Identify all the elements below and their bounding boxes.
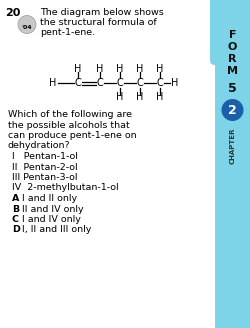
Text: C: C: [12, 215, 19, 224]
Text: C: C: [156, 78, 164, 88]
Text: '04: '04: [22, 25, 32, 30]
Text: I and IV only: I and IV only: [19, 215, 81, 224]
Text: H: H: [156, 92, 164, 102]
Text: H: H: [156, 64, 164, 74]
FancyBboxPatch shape: [210, 0, 250, 65]
Text: can produce pent-1-ene on: can produce pent-1-ene on: [8, 131, 136, 140]
Text: R: R: [228, 54, 237, 64]
Text: III Pentan-3-ol: III Pentan-3-ol: [12, 173, 78, 182]
Text: D: D: [12, 226, 20, 235]
Text: C: C: [74, 78, 82, 88]
Text: B: B: [12, 204, 19, 214]
Text: I   Pentan-1-ol: I Pentan-1-ol: [12, 152, 78, 161]
Text: 2: 2: [228, 104, 237, 116]
Text: H: H: [49, 78, 57, 88]
Text: A: A: [12, 194, 20, 203]
Text: CHAPTER: CHAPTER: [230, 128, 235, 165]
Text: H: H: [136, 92, 144, 102]
Text: C: C: [136, 78, 143, 88]
Text: Which of the following are: Which of the following are: [8, 110, 132, 119]
Circle shape: [18, 15, 36, 33]
Text: the structural formula of: the structural formula of: [40, 18, 157, 27]
Text: C: C: [116, 78, 123, 88]
Text: II  Pentan-2-ol: II Pentan-2-ol: [12, 162, 78, 172]
Text: The diagram below shows: The diagram below shows: [40, 8, 164, 17]
Text: I, II and III only: I, II and III only: [19, 226, 92, 235]
Text: F: F: [229, 30, 236, 40]
FancyBboxPatch shape: [215, 0, 250, 328]
Text: H: H: [136, 64, 144, 74]
Text: O: O: [228, 42, 237, 52]
Text: H: H: [96, 64, 104, 74]
Text: II and IV only: II and IV only: [19, 204, 84, 214]
Text: pent-1-ene.: pent-1-ene.: [40, 28, 95, 37]
Text: IV  2-methylbutan-1-ol: IV 2-methylbutan-1-ol: [12, 183, 119, 193]
Text: 5: 5: [228, 81, 237, 94]
Text: dehydration?: dehydration?: [8, 141, 71, 151]
Text: I and II only: I and II only: [19, 194, 77, 203]
Text: H: H: [116, 92, 124, 102]
Text: H: H: [74, 64, 82, 74]
Text: M: M: [227, 66, 238, 76]
Text: 20: 20: [5, 8, 20, 18]
Text: H: H: [116, 64, 124, 74]
Text: the possible alcohols that: the possible alcohols that: [8, 120, 130, 130]
Circle shape: [222, 99, 244, 121]
Text: H: H: [171, 78, 179, 88]
Text: C: C: [96, 78, 103, 88]
